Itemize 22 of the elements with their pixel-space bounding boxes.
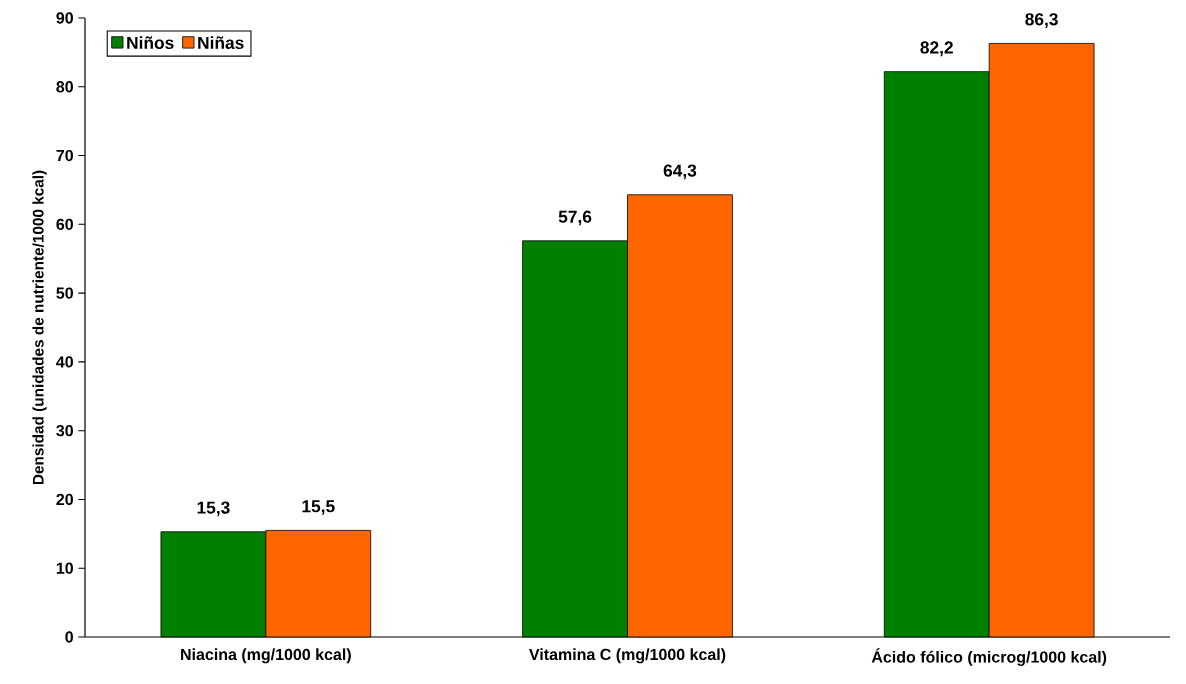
y-tick-label: 10 [56, 562, 73, 574]
y-tick-label: 80 [56, 81, 73, 93]
legend-label: Niños [127, 36, 174, 49]
data-label: 15,5 [302, 500, 335, 515]
y-tick-label: 0 [65, 631, 73, 643]
x-tick-label: Vitamina C (mg/1000 kcal) [529, 648, 726, 664]
y-tick-label: 70 [56, 149, 73, 162]
x-tick-label: Ácido fólico (microg/1000 kcal) [871, 648, 1107, 666]
data-label: 64,3 [663, 164, 697, 180]
data-label: 57,6 [558, 210, 592, 226]
data-label: 15,3 [197, 501, 230, 517]
y-tick-label: 60 [56, 218, 73, 230]
data-label: 86,3 [1025, 13, 1058, 28]
data-label: 82,2 [920, 41, 953, 57]
y-tick-label: 20 [56, 493, 73, 506]
y-tick-label: 90 [56, 12, 73, 24]
x-tick-label: Niacina (mg/1000 kcal) [181, 648, 351, 664]
legend-label: Niñas [198, 36, 244, 49]
y-tick-label: 40 [56, 356, 73, 368]
y-tick-label: 30 [56, 424, 73, 437]
y-tick-label: 50 [56, 287, 73, 299]
y-axis-title: Densidad (unidades de nutriente/1000 kcal) [32, 170, 47, 485]
